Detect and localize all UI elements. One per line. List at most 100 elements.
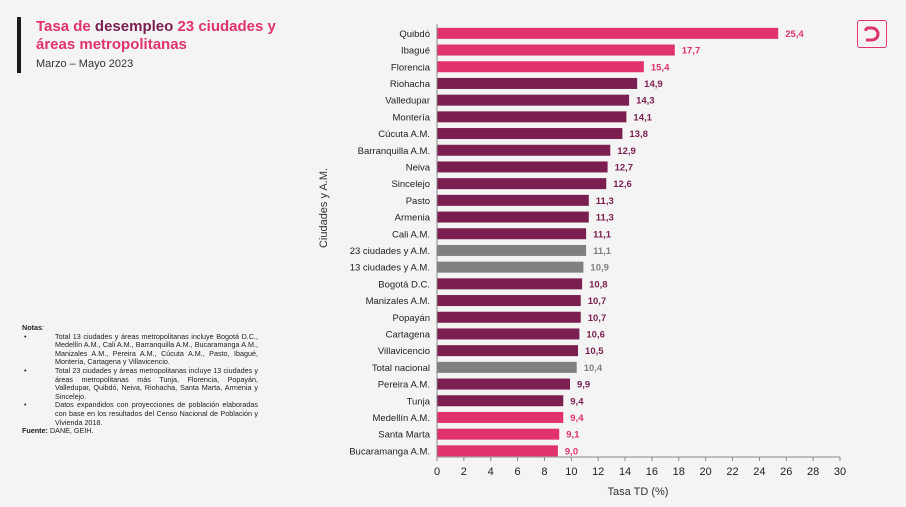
category-label: Ibagué [401, 46, 430, 57]
chart-subtitle: Marzo – Mayo 2023 [36, 58, 134, 70]
category-label: Cali A.M. [392, 229, 430, 240]
bar [437, 278, 583, 290]
x-tick-label: 18 [673, 466, 685, 478]
x-tick-label: 24 [753, 466, 765, 478]
value-label: 10,8 [589, 279, 608, 290]
bar [437, 161, 608, 173]
value-label: 10,6 [586, 329, 605, 340]
value-label: 11,1 [593, 229, 612, 240]
value-label: 11,1 [593, 246, 612, 257]
title-accent-bar [17, 17, 21, 73]
category-label: Armenia [395, 213, 431, 224]
bar [437, 44, 675, 56]
value-label: 9,0 [565, 446, 578, 457]
category-label: Quibdó [399, 29, 430, 40]
note-item: • Total 13 ciudades y áreas metropolitana… [24, 331, 258, 367]
note-text: Total 23 ciudades y áreas metropolitanas… [55, 365, 258, 401]
x-tick-label: 26 [780, 466, 792, 478]
category-label: Villavicencio [378, 346, 430, 357]
bar [437, 428, 560, 440]
notes-section: Notas: • Total 13 ciudades y áreas metrop… [22, 323, 258, 436]
value-label: 13,8 [629, 129, 648, 140]
bar [437, 211, 589, 223]
bar [437, 61, 644, 73]
bar [437, 295, 581, 307]
category-label: Manizales A.M. [366, 296, 430, 307]
x-tick-label: 22 [726, 466, 738, 478]
value-label: 9,9 [577, 380, 590, 391]
bar [437, 311, 581, 323]
value-label: 9,4 [570, 396, 584, 407]
title-part-1: Tasa de [36, 18, 91, 35]
x-tick-label: 0 [434, 466, 440, 478]
category-label: Florencia [391, 62, 431, 73]
category-label: Cartagena [386, 329, 431, 340]
bar [437, 345, 579, 357]
bar [437, 94, 630, 106]
dane-logo [857, 20, 887, 48]
category-label: Barranquilla A.M. [358, 146, 430, 157]
bar [437, 361, 577, 373]
ticks-layer: 0 2 4 6 8 10 12 14 16 18 20 22 24 26 28 30 [434, 457, 846, 478]
bar [437, 261, 584, 273]
note-text: Total 13 ciudades y áreas metropolitanas… [55, 331, 258, 367]
category-label: Bucaramanga A.M. [349, 446, 430, 457]
note-item: • Datos expandidos con proyecciones de po… [24, 400, 258, 427]
value-label: 14,3 [636, 96, 655, 107]
x-tick-label: 12 [592, 466, 604, 478]
bar [437, 194, 589, 206]
category-label: 13 ciudades y A.M. [350, 263, 430, 274]
bar [437, 77, 638, 89]
category-label: 23 ciudades y A.M. [350, 246, 430, 257]
x-tick-label: 20 [700, 466, 712, 478]
bar [437, 328, 580, 340]
value-label: 10,5 [585, 346, 604, 357]
value-label: 11,3 [596, 213, 614, 224]
title-part-3: 23 ciudades y áreas metropolitanas [36, 18, 276, 53]
category-label: Bogotá D.C. [378, 279, 430, 290]
x-tick-label: 4 [488, 466, 494, 478]
chart-title: Tasa de desempleo 23 ciudades y áreas me… [36, 18, 296, 54]
bar [437, 228, 587, 240]
x-tick-label: 16 [646, 466, 658, 478]
x-axis-title: Tasa TD (%) [608, 486, 669, 498]
value-label: 9,4 [570, 413, 584, 424]
bar [437, 445, 558, 457]
x-tick-label: 14 [619, 466, 631, 478]
source-label: Fuente: [22, 426, 48, 436]
x-tick-label: 6 [515, 466, 521, 478]
bar [437, 395, 564, 407]
category-label: Riohacha [390, 79, 431, 90]
title-part-2: desempleo [94, 18, 174, 35]
category-label: Montería [393, 112, 431, 123]
bar [437, 128, 623, 140]
category-label: Neiva [406, 162, 431, 173]
value-label: 10,9 [590, 263, 609, 274]
bar [437, 244, 587, 256]
notes-heading: Notas [22, 323, 42, 332]
value-label: 12,6 [613, 179, 632, 190]
bars-layer: Quibdó 25,4 Ibagué 17,7 Florencia 15,4 Riohach… [349, 27, 804, 457]
bar [437, 378, 570, 390]
category-label: Total nacional [372, 363, 430, 374]
value-label: 15,4 [651, 62, 670, 73]
bar [437, 178, 607, 190]
category-label: Popayán [392, 313, 430, 324]
value-label: 10,7 [588, 296, 607, 307]
value-label: 12,9 [617, 146, 636, 157]
category-label: Cúcuta A.M. [378, 129, 430, 140]
x-tick-label: 28 [807, 466, 819, 478]
bar [437, 144, 611, 156]
bar [437, 111, 627, 123]
category-label: Pereira A.M. [378, 380, 430, 391]
value-label: 25,4 [785, 29, 804, 40]
value-label: 10,4 [584, 363, 603, 374]
dane-d-logo-icon [864, 26, 880, 42]
value-label: 14,9 [644, 79, 663, 90]
source-text: DANE, GEIH. [49, 426, 94, 436]
value-label: 9,1 [566, 430, 580, 441]
bar [437, 411, 564, 423]
note-text: Datos expandidos con proyecciones de pob… [55, 400, 258, 427]
value-label: 14,1 [633, 112, 652, 123]
